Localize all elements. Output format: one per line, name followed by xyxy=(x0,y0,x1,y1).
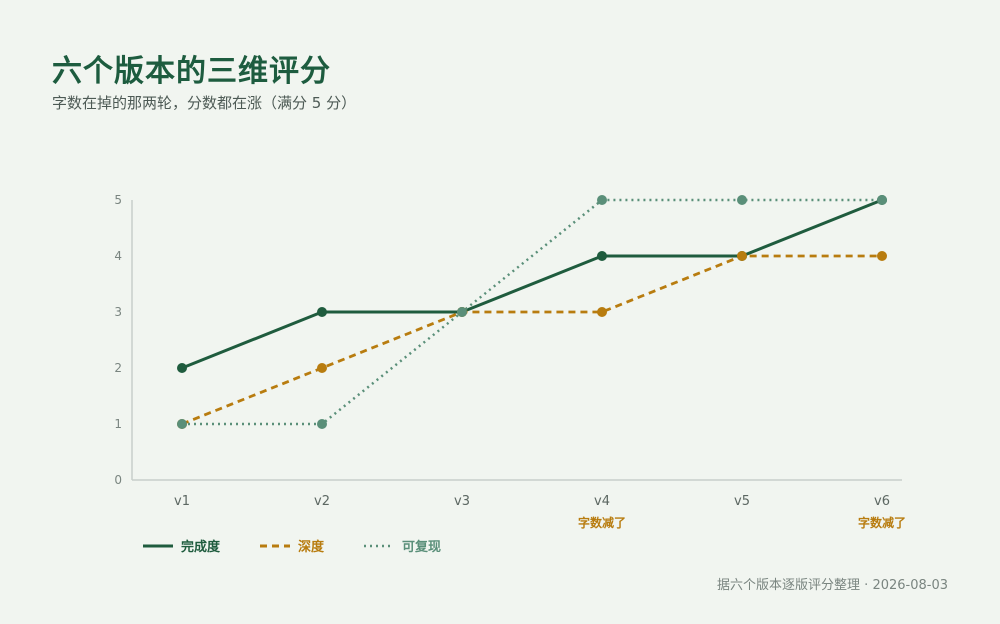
chart-subtitle: 字数在掉的那两轮，分数都在涨（满分 5 分） xyxy=(52,94,357,112)
series-lines xyxy=(181,198,883,426)
legend-label-completeness: 完成度 xyxy=(181,540,221,555)
chart-axes: 0 1 2 3 4 5 v1 v2 v3 v4 v5 v6 xyxy=(114,193,902,509)
y-tick-label: 2 xyxy=(114,361,122,375)
legend-item-completeness: 完成度 xyxy=(143,536,220,555)
annotation-label: 字数减了 xyxy=(858,515,906,530)
data-point xyxy=(597,307,607,317)
legend-label-reproducibility: 可复现 xyxy=(402,540,442,555)
data-point xyxy=(317,307,327,317)
series-line xyxy=(182,198,882,426)
data-point xyxy=(177,419,187,429)
series-line xyxy=(181,254,882,426)
y-tick-label: 0 xyxy=(114,473,122,487)
legend-item-reproducibility: 可复现 xyxy=(364,536,441,555)
series-line xyxy=(181,198,883,370)
data-point xyxy=(597,195,607,205)
data-point xyxy=(457,307,467,317)
data-point xyxy=(177,363,187,373)
legend-swatch-solid xyxy=(143,544,173,547)
chart-legend: 完成度 深度 可复现 xyxy=(143,536,441,555)
data-point xyxy=(737,251,747,261)
x-tick-label: v1 xyxy=(174,494,190,509)
legend-item-depth: 深度 xyxy=(260,536,324,555)
data-point xyxy=(737,195,747,205)
y-tick-label: 1 xyxy=(114,417,122,431)
data-point xyxy=(597,251,607,261)
x-tick-label: v4 xyxy=(594,494,610,509)
x-tick-label: v2 xyxy=(314,494,330,509)
chart-title: 六个版本的三维评分 xyxy=(52,54,331,89)
legend-label-depth: 深度 xyxy=(298,540,325,555)
y-tick-label: 3 xyxy=(114,305,122,319)
data-point xyxy=(317,419,327,429)
series-points xyxy=(177,195,887,429)
x-tick-label: v5 xyxy=(734,494,750,509)
chart-annotations: 字数减了 字数减了 xyxy=(578,515,906,530)
y-tick-label: 5 xyxy=(114,193,122,207)
y-tick-label: 4 xyxy=(114,249,122,263)
data-point xyxy=(877,195,887,205)
x-tick-label: v3 xyxy=(454,494,470,509)
data-point xyxy=(317,363,327,373)
data-point xyxy=(877,251,887,261)
source-footnote: 据六个版本逐版评分整理 · 2026-08-03 xyxy=(717,578,948,593)
annotation-label: 字数减了 xyxy=(578,515,626,530)
legend-swatch-dotted xyxy=(364,544,395,547)
x-tick-label: v6 xyxy=(874,494,890,509)
legend-swatch-dashed xyxy=(260,544,291,547)
